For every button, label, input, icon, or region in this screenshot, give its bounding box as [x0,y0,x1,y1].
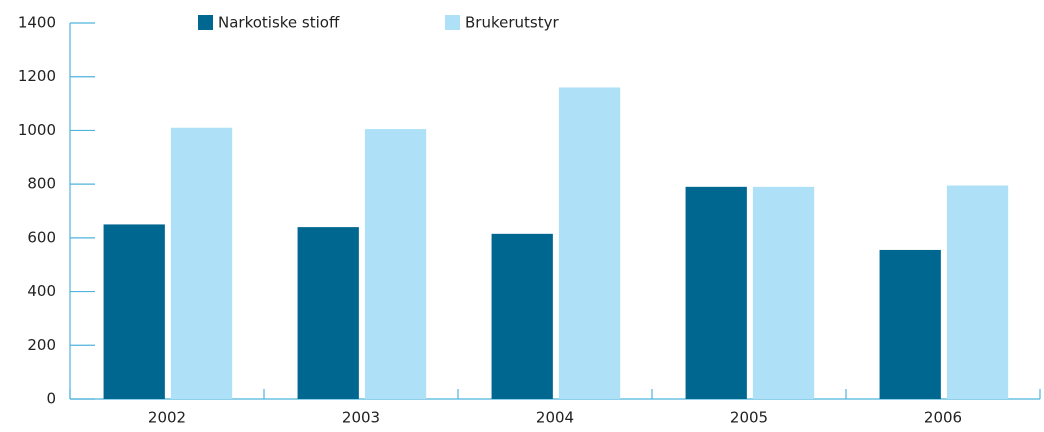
y-tick-label: 200 [27,336,56,354]
y-tick-label: 600 [27,228,56,246]
y-tick-label: 400 [27,282,56,300]
bar [558,87,621,399]
y-tick-label: 1400 [18,14,56,32]
bar [364,129,427,400]
bar [685,186,747,399]
legend-label: Brukerutstyr [465,14,559,32]
bar [103,224,165,399]
bar [752,186,815,399]
y-tick-label: 1000 [18,121,56,139]
bar [491,233,553,399]
x-tick-label: 2006 [924,409,962,427]
y-tick-label: 800 [27,175,56,193]
legend-label: Narkotiske stioff [218,14,340,32]
y-tick-label: 0 [46,390,56,408]
x-tick-label: 2004 [536,409,574,427]
bar [946,185,1009,399]
x-tick-label: 2003 [342,409,380,427]
bar [170,127,233,399]
bar [297,227,359,399]
legend-swatch [198,15,213,30]
x-tick-label: 2002 [148,409,186,427]
bar [879,249,941,399]
y-tick-label: 1200 [18,67,56,85]
legend-swatch [445,15,460,30]
x-tick-label: 2005 [730,409,768,427]
